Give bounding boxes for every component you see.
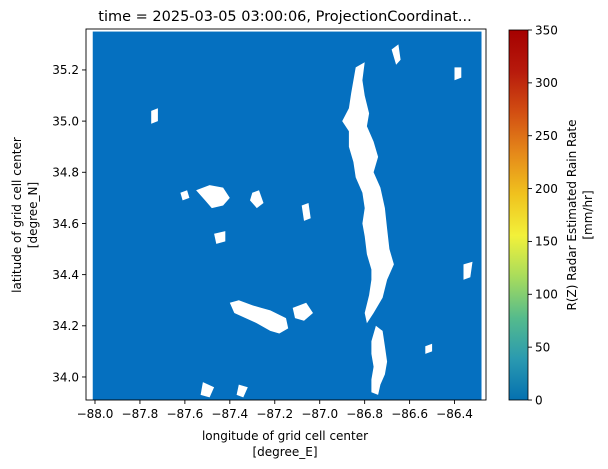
colorbar-tick-label: 250 bbox=[535, 129, 558, 143]
colorbar-tick-label: 200 bbox=[535, 182, 558, 196]
no-data-region-cluster-south-west bbox=[229, 300, 289, 334]
no-data-regions bbox=[151, 44, 473, 398]
x-tick-label: −87.6 bbox=[166, 407, 203, 421]
no-data-region-north-band bbox=[342, 62, 394, 324]
no-data-region-blob-i bbox=[463, 261, 473, 280]
no-data-region-blob-l bbox=[236, 384, 248, 398]
no-data-region-blob-j bbox=[200, 382, 215, 398]
colorbar bbox=[508, 29, 529, 401]
no-data-region-south-band bbox=[371, 325, 388, 395]
y-tick-label: 34.0 bbox=[52, 370, 79, 384]
x-tick-label: −86.6 bbox=[391, 407, 428, 421]
no-data-region-blob-c bbox=[301, 203, 311, 221]
no-data-region-blob-b bbox=[250, 190, 264, 209]
y-axis-label: latitude of grid cell center bbox=[10, 137, 24, 293]
colorbar-tick-label: 350 bbox=[535, 23, 558, 37]
colorbar-tick-label: 50 bbox=[535, 340, 550, 354]
y-tick-label: 34.8 bbox=[52, 166, 79, 180]
x-tick-label: −87.4 bbox=[211, 407, 248, 421]
colorbar-label: R(Z) Radar Estimated Rain Rate bbox=[565, 119, 579, 310]
x-tick-label: −86.8 bbox=[346, 407, 383, 421]
no-data-region-cluster-north-west bbox=[196, 185, 230, 209]
no-data-region-blob-d bbox=[214, 231, 226, 244]
y-tick-label: 35.0 bbox=[52, 114, 79, 128]
x-tick-label: −88.0 bbox=[77, 407, 114, 421]
y-tick-label: 34.2 bbox=[52, 319, 79, 333]
y-axis-unit: [degree_N] bbox=[26, 182, 40, 248]
colorbar-unit: [mm/hr] bbox=[581, 190, 595, 239]
x-tick-label: −87.8 bbox=[122, 407, 159, 421]
y-tick-label: 34.6 bbox=[52, 217, 79, 231]
y-tick-label: 34.4 bbox=[52, 268, 79, 282]
colorbar-tick-label: 300 bbox=[535, 76, 558, 90]
chart-title: time = 2025-03-05 03:00:06, ProjectionCo… bbox=[98, 9, 471, 25]
colorbar-tick-label: 100 bbox=[535, 288, 558, 302]
plot-frame bbox=[85, 28, 487, 401]
colorbar-tick-label: 150 bbox=[535, 235, 558, 249]
x-axis-ticks: −88.0 −87.8 −87.6 −87.4 −87.2 −87.0 −86.8 −86.6… bbox=[77, 400, 473, 421]
no-data-region-blob-g bbox=[391, 44, 401, 65]
plot-area bbox=[86, 29, 486, 400]
x-axis-unit: [degree_E] bbox=[253, 445, 318, 459]
no-data-region-blob-a bbox=[180, 190, 190, 201]
no-data-region-blob-h bbox=[454, 67, 462, 81]
x-tick-label: −87.2 bbox=[256, 407, 293, 421]
no-data-region-blob-f bbox=[151, 108, 158, 124]
x-tick-label: −87.0 bbox=[301, 407, 338, 421]
x-axis-label: longitude of grid cell center bbox=[202, 429, 368, 443]
colorbar-tick-label: 0 bbox=[535, 393, 543, 407]
y-tick-label: 35.2 bbox=[52, 63, 79, 77]
x-tick-label: −86.4 bbox=[436, 407, 473, 421]
no-data-region-blob-k bbox=[425, 343, 433, 354]
y-axis-ticks: 34.0 34.2 34.4 34.6 34.8 35.0 35.2 bbox=[52, 63, 86, 384]
colorbar-ticks: 0 50 100 150 200 250 300 350 bbox=[528, 23, 558, 407]
no-data-region-blob-e bbox=[292, 302, 313, 321]
rain-rate-field bbox=[92, 31, 482, 400]
